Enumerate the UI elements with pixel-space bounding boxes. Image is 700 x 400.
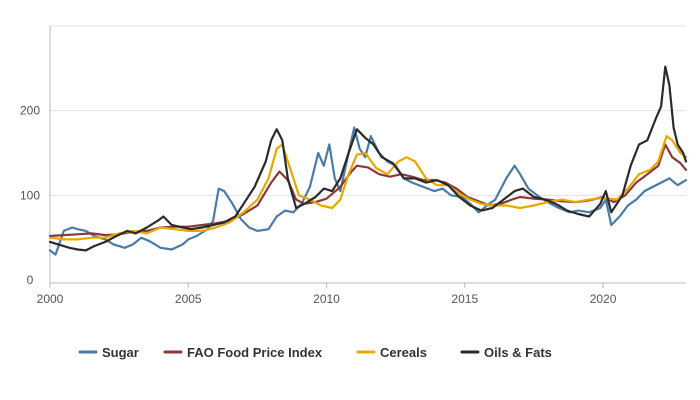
- x-tick-label-2010: 2010: [313, 292, 340, 306]
- legend-item-oils-fats[interactable]: Oils & Fats: [460, 345, 552, 360]
- legend-item-fao-food-price-index[interactable]: FAO Food Price Index: [163, 345, 323, 360]
- legend-label-fao-food-price-index: FAO Food Price Index: [187, 345, 323, 360]
- x-tick-label-2020: 2020: [590, 292, 617, 306]
- x-tick-label-2000: 2000: [37, 292, 64, 306]
- axes: 0 100 200 2000 2005 2010 2015 2020: [20, 26, 686, 306]
- x-tick-label-2015: 2015: [451, 292, 478, 306]
- series-line-oils-fats: [48, 65, 688, 252]
- legend-label-sugar: Sugar: [102, 345, 139, 360]
- y-tick-label-100: 100: [20, 188, 40, 202]
- legend-item-sugar[interactable]: Sugar: [78, 345, 139, 360]
- y-tick-label-200: 200: [20, 104, 40, 118]
- y-tick-label-0: 0: [27, 273, 34, 287]
- series-line-cereals: [48, 135, 688, 241]
- legend: Sugar FAO Food Price Index Cereals Oils & F…: [78, 345, 552, 360]
- series-lines: [48, 65, 688, 256]
- series-line-sugar: [48, 126, 688, 256]
- legend-item-cereals[interactable]: Cereals: [356, 345, 427, 360]
- x-tick-label-2005: 2005: [175, 292, 202, 306]
- gridlines: [50, 25, 686, 196]
- legend-label-oils-fats: Oils & Fats: [484, 345, 552, 360]
- legend-label-cereals: Cereals: [380, 345, 427, 360]
